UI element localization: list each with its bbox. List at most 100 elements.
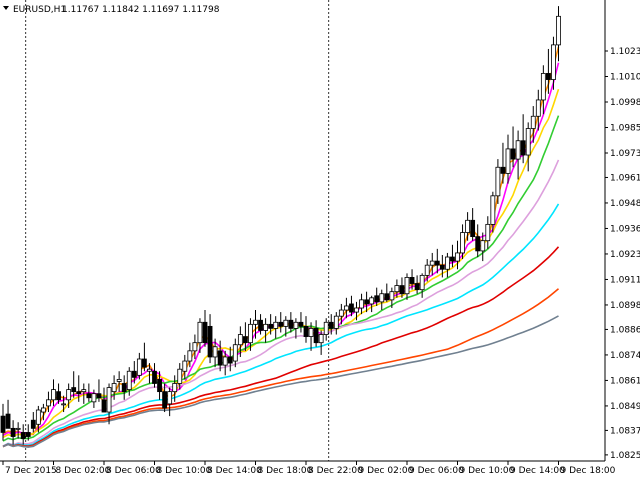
ma-line-21	[2, 159, 560, 447]
candle	[207, 314, 213, 364]
candle-body-down	[20, 432, 26, 439]
price-tick-label: 1.09980	[610, 98, 640, 108]
candle	[121, 375, 127, 400]
candle	[424, 259, 430, 282]
candle-body-up	[359, 299, 364, 309]
candle	[162, 383, 168, 413]
candle-body-up	[444, 256, 450, 270]
candle-body-up	[455, 252, 460, 262]
candle	[313, 320, 319, 347]
time-tick-label: 8 Dec 02:00	[56, 466, 111, 476]
candle-body-up	[212, 346, 218, 358]
candle	[510, 126, 516, 168]
candle-body-down	[217, 350, 223, 366]
candle-body-up	[177, 368, 183, 384]
candle	[490, 191, 496, 233]
candle-body-up	[222, 356, 228, 366]
candle	[546, 48, 551, 94]
candle-body-down	[475, 236, 481, 252]
candle-body-down	[470, 219, 476, 238]
candle-body-up	[15, 427, 21, 430]
candle-body-up	[419, 274, 425, 291]
candle	[455, 240, 460, 270]
candle-body-up	[51, 389, 56, 401]
candle-body-up	[116, 379, 122, 382]
ma-line-55	[2, 246, 560, 448]
candle-body-up	[505, 148, 511, 174]
candle	[96, 379, 102, 402]
candle-body-down	[152, 370, 157, 384]
candle-body-down	[349, 303, 354, 313]
price-tick-label: 1.09360	[610, 224, 640, 234]
candle-body-down	[520, 140, 526, 156]
candle	[111, 375, 117, 400]
candle	[147, 363, 152, 384]
candle-body-down	[298, 321, 304, 327]
candle	[86, 383, 92, 402]
candle	[389, 287, 395, 309]
candle-body-up	[41, 407, 46, 413]
candle	[556, 6, 561, 62]
time-tick-label: 8 Dec 18:00	[258, 466, 313, 476]
price-tick-label: 1.09110	[610, 275, 640, 285]
candle-body-up	[394, 285, 400, 293]
candle	[374, 287, 380, 306]
candle-body-down	[434, 260, 440, 266]
candle-body-up	[91, 393, 97, 403]
price-tick-label: 1.09235	[610, 250, 640, 260]
price-tick-label: 1.10230	[610, 47, 640, 57]
candle-body-up	[197, 321, 203, 344]
candle	[495, 159, 501, 204]
candle-body-up	[460, 232, 465, 254]
candle-body-down	[414, 283, 420, 291]
candle	[182, 354, 188, 380]
candle-body-down	[546, 73, 551, 80]
candle-body-up	[283, 319, 289, 327]
candle-body-down	[76, 391, 82, 395]
price-tick-label: 1.09855	[610, 123, 640, 133]
period-separators	[25, 0, 330, 461]
candle-body-down	[131, 370, 137, 378]
candle-body-down	[303, 325, 309, 337]
candle-body-down	[374, 295, 380, 303]
candle	[5, 399, 11, 429]
candle	[41, 403, 46, 421]
candle-body-down	[227, 356, 233, 364]
candle-body-down	[121, 383, 127, 393]
candle	[101, 387, 107, 413]
candle-body-down	[268, 323, 274, 329]
price-tick-label: 1.08250	[610, 451, 640, 461]
candle-body-up	[192, 342, 198, 352]
candle-body-up	[263, 323, 269, 331]
candle	[35, 405, 41, 433]
candle	[91, 389, 97, 408]
candle	[318, 330, 324, 355]
candle	[51, 379, 56, 406]
candle-body-up	[530, 115, 536, 129]
candle-body-up	[187, 350, 193, 362]
candle-body-down	[450, 256, 455, 262]
time-tick-label: 8 Dec 22:00	[308, 466, 363, 476]
candle	[333, 312, 339, 335]
candle-body-up	[232, 344, 238, 362]
candle	[66, 383, 72, 408]
candle	[460, 224, 465, 260]
price-tick-label: 1.08865	[610, 325, 640, 335]
candle	[394, 279, 400, 298]
candle	[364, 291, 370, 313]
candle-body-up	[424, 264, 430, 276]
candle	[379, 289, 385, 311]
dropdown-triangle-icon[interactable]	[3, 6, 9, 10]
candle	[46, 391, 51, 413]
time-tick-label: 9 Dec 10:00	[460, 466, 515, 476]
candle-body-down	[56, 391, 61, 401]
candle-body-up	[126, 370, 132, 391]
candle	[106, 383, 112, 425]
candle	[263, 318, 269, 343]
candle	[450, 244, 455, 268]
candle-body-down	[500, 166, 506, 174]
candle	[293, 318, 299, 339]
candle	[197, 318, 203, 353]
